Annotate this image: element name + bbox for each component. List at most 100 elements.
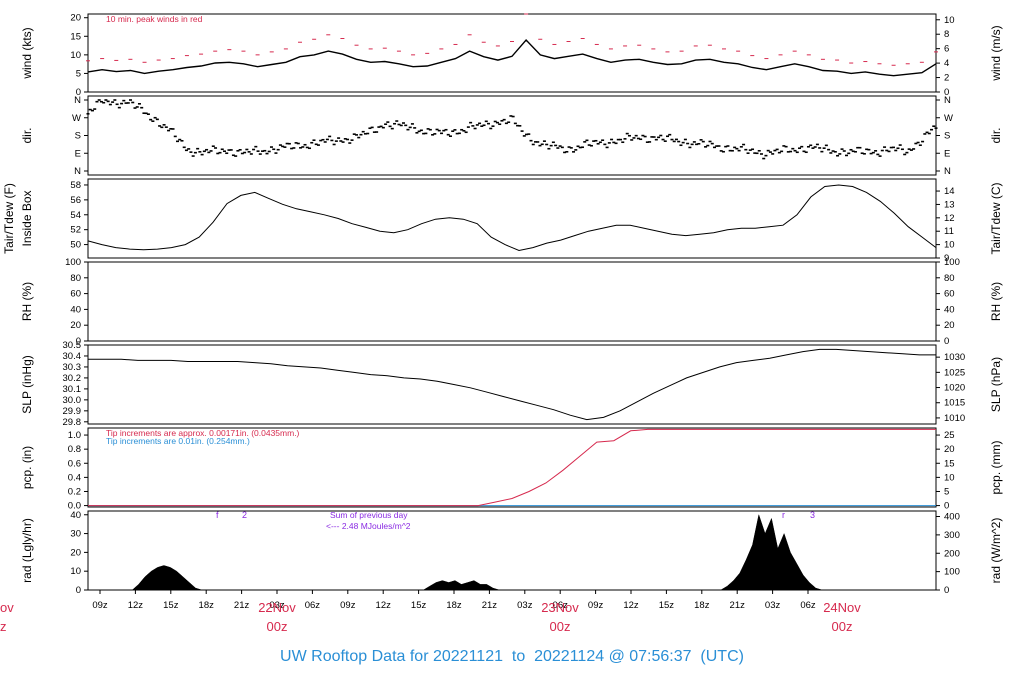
dir-point — [410, 123, 414, 125]
xtick-label: 21z — [482, 600, 498, 611]
dir-point — [287, 142, 291, 145]
dir-point — [918, 144, 922, 147]
dir-point — [598, 141, 602, 144]
panel-frame-wind — [87, 13, 937, 93]
dir-point — [847, 152, 851, 155]
dir-point — [531, 143, 535, 146]
dir-point — [867, 148, 871, 151]
dir-point — [97, 99, 101, 101]
dir-point — [560, 146, 564, 149]
xtick-label: 18z — [694, 600, 710, 611]
dir-point — [576, 145, 580, 148]
dir-point — [460, 128, 464, 131]
dir-point — [903, 153, 907, 156]
ytick-label-left-pcp: 0.8 — [68, 444, 81, 455]
dir-point — [520, 130, 524, 132]
dir-point — [180, 140, 184, 142]
dir-point — [874, 150, 878, 152]
dir-point — [457, 132, 461, 135]
dir-point — [236, 149, 240, 152]
ytick-label-right-rh: 60 — [944, 289, 955, 300]
note-tip-fine: Tip increments are approx. 0.00171in. (0… — [106, 428, 300, 438]
dir-point — [529, 139, 533, 142]
dir-point — [471, 125, 475, 127]
dir-point — [596, 142, 600, 145]
dir-point — [395, 120, 399, 122]
dir-point — [308, 147, 312, 150]
dir-point — [149, 118, 153, 121]
dir-point — [337, 137, 341, 139]
dir-point — [813, 146, 817, 148]
ytick-label-right-pcp: 20 — [944, 444, 955, 455]
ylabel-right-pcp: pcp. (mm) — [989, 440, 1003, 494]
ytick-label-left-rh: 0 — [76, 336, 81, 347]
ytick-label-left-pcp: 0.0 — [68, 501, 81, 512]
dir-point — [240, 152, 244, 155]
dir-point — [269, 146, 273, 148]
dir-point — [390, 127, 394, 130]
xtick-label: 21z — [234, 600, 250, 611]
dir-point — [708, 140, 712, 143]
dir-point — [891, 146, 895, 149]
dir-point — [601, 139, 605, 142]
dir-point — [811, 147, 815, 149]
dir-point — [715, 145, 719, 147]
dir-point — [361, 130, 365, 133]
ylabel-left-slp: SLP (inHg) — [20, 355, 34, 413]
dir-point — [160, 126, 164, 129]
footer-end-date: 20221124 — [534, 648, 605, 665]
dir-point — [887, 150, 891, 153]
dir-point — [643, 135, 647, 138]
dir-point — [348, 142, 352, 144]
ytick-label-left-pcp: 0.4 — [68, 472, 81, 483]
xtick-label: 09z — [340, 600, 356, 611]
dir-point — [516, 124, 520, 127]
dir-point — [299, 147, 303, 149]
dir-point — [415, 132, 419, 134]
xtick-label: 18z — [199, 600, 215, 611]
ytick-label-right-wind: 2 — [944, 73, 949, 84]
xtick-label: 09z — [588, 600, 604, 611]
dir-point — [726, 145, 730, 147]
series-line-tair — [87, 184, 937, 252]
dir-point — [359, 133, 363, 136]
dir-point — [175, 140, 179, 143]
dir-point — [569, 147, 573, 149]
dir-point — [88, 108, 92, 111]
ytick-label-left-slp: 30.3 — [63, 362, 82, 373]
dir-point — [202, 150, 206, 153]
dir-point — [124, 102, 128, 104]
dir-point — [688, 146, 692, 149]
dir-point — [408, 126, 412, 129]
ytick-label-left-temp: 52 — [70, 225, 81, 236]
dir-point — [836, 154, 840, 157]
dir-point — [489, 127, 493, 130]
dir-point — [704, 146, 708, 148]
ylabel-left-wind: wind (kts) — [20, 27, 34, 79]
dir-point — [777, 151, 781, 154]
date-time-label: 00z — [832, 619, 853, 634]
dir-point — [502, 118, 506, 121]
dir-point — [343, 138, 347, 140]
dir-point — [909, 149, 913, 151]
dir-point — [319, 139, 323, 142]
dir-point — [556, 147, 560, 149]
dir-point — [115, 103, 119, 106]
ytick-label-left-wind: 20 — [70, 13, 81, 24]
ytick-label-left-temp: 56 — [70, 195, 81, 206]
ytick-label-left-slp: 30.2 — [63, 373, 82, 384]
ylabel-left-temp: Tair/Tdew (F) — [2, 183, 16, 254]
dir-point — [211, 145, 215, 148]
xtick-label: 06z — [800, 600, 816, 611]
dir-point — [498, 123, 502, 126]
ytick-label-right-temp: 11 — [944, 226, 954, 237]
dir-point — [889, 146, 893, 149]
dir-point — [283, 146, 287, 148]
dir-point — [800, 145, 804, 148]
dir-point — [583, 141, 587, 143]
dir-point — [357, 136, 361, 139]
dir-point — [120, 102, 124, 105]
dir-point — [90, 109, 94, 112]
dir-point — [191, 155, 195, 157]
dir-point — [290, 147, 294, 150]
